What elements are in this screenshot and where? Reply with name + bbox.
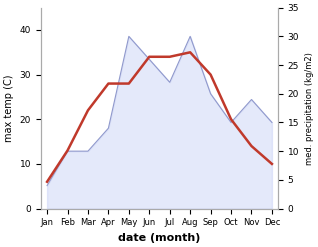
Y-axis label: max temp (C): max temp (C) xyxy=(4,74,14,142)
Y-axis label: med. precipitation (kg/m2): med. precipitation (kg/m2) xyxy=(305,52,314,165)
X-axis label: date (month): date (month) xyxy=(118,233,201,243)
